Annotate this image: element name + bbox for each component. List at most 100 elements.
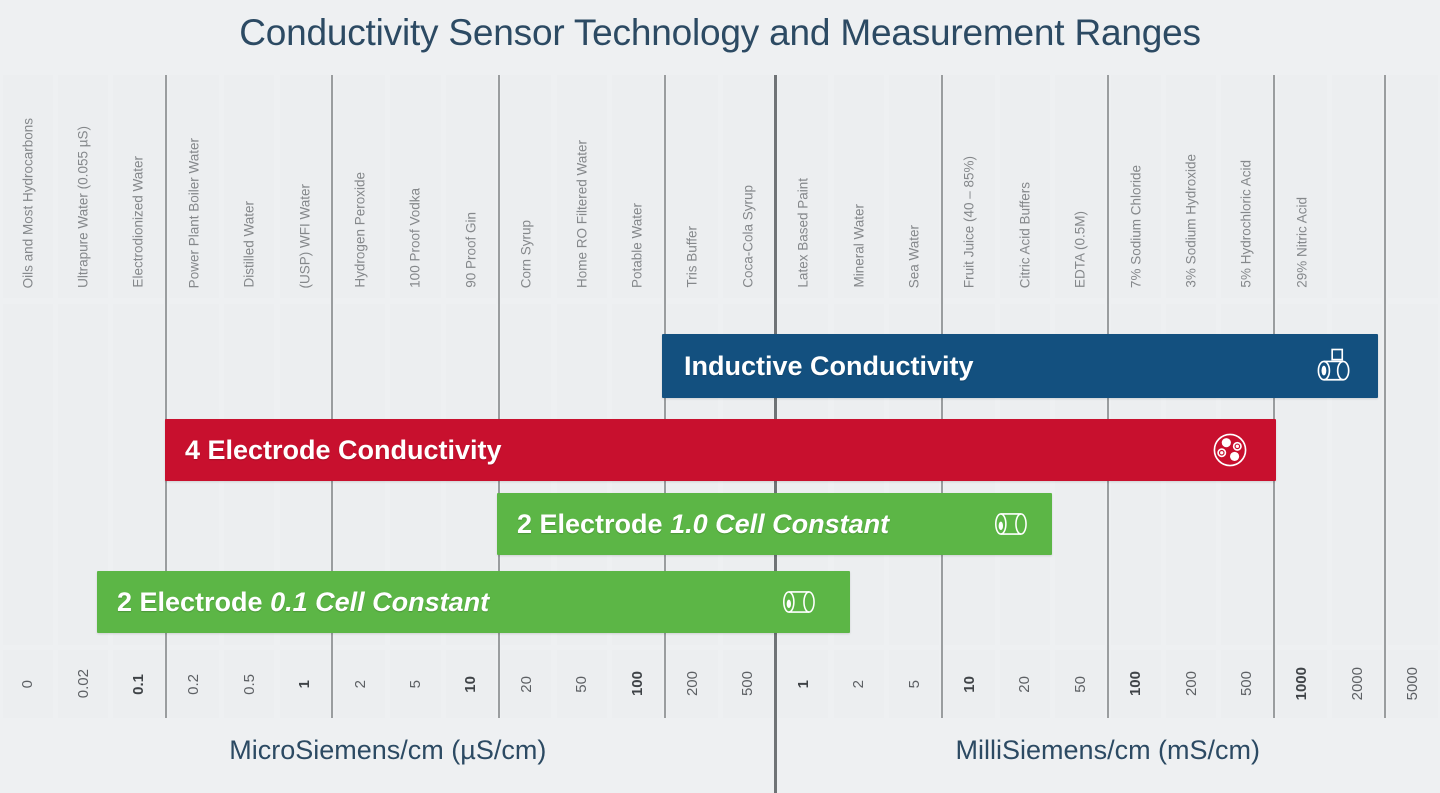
axis-tick-cell: 5000 xyxy=(1387,650,1438,718)
axis-tick: 1000 xyxy=(1277,650,1327,718)
axis-tick-cell: 0.1 xyxy=(113,650,164,718)
range-bar-inductive-conductivity[interactable]: Inductive Conductivity xyxy=(662,334,1378,398)
column-label: Citric Acid Buffers xyxy=(1017,181,1033,288)
axis-tick-cell: 10 xyxy=(445,650,497,718)
axis-tick: 2 xyxy=(834,650,884,718)
range-bar-label-plain: Inductive Conductivity xyxy=(684,350,974,381)
axis-tick: 2 xyxy=(335,650,385,718)
axis-tick-label: 1 xyxy=(296,679,314,689)
column-label: Tris Buffer xyxy=(684,226,700,288)
axis-tick-label: 0 xyxy=(19,679,37,689)
column-body-cell xyxy=(2,304,53,645)
four-electrode-sensor-icon xyxy=(1213,433,1247,467)
axis-tick-label: 10 xyxy=(462,675,480,693)
axis-tick: 200 xyxy=(667,650,717,718)
axis-tick-label: 50 xyxy=(573,675,591,693)
axis-tick-cell: 20 xyxy=(501,650,552,718)
axis-tick: 1 xyxy=(280,650,330,718)
axis-tick-cell: 100 xyxy=(611,650,663,718)
axis-tick: 20 xyxy=(1000,650,1050,718)
axis-tick: 0 xyxy=(3,650,53,718)
unit-caption-millisiemens: MilliSiemens/cm (mS/cm) xyxy=(955,735,1261,765)
axis-tick-label: 5000 xyxy=(1404,667,1422,701)
axis-tick: 10 xyxy=(944,650,994,718)
column-header-cell: Mineral Water xyxy=(833,75,884,298)
axis-tick-cell: 1000 xyxy=(1276,650,1328,718)
axis-tick-cell: 2000 xyxy=(1332,650,1383,718)
column-header-cell: Potable Water xyxy=(611,75,663,298)
column-header-cell xyxy=(1332,75,1383,298)
range-bar-4-electrode-conductivity[interactable]: 4 Electrode Conductivity xyxy=(165,419,1276,481)
two-electrode-sensor-icon xyxy=(783,591,815,613)
axis-tick-label: 50 xyxy=(1071,675,1089,693)
range-bar-label: 4 Electrode Conductivity xyxy=(185,435,502,466)
axis-tick-label: 0.2 xyxy=(185,673,203,695)
column-header-cell: EDTA (0.5M) xyxy=(1055,75,1106,298)
axis-tick-cell: 1 xyxy=(279,650,330,718)
column-label: 100 Proof Vodka xyxy=(407,188,423,288)
range-bar-label: Inductive Conductivity xyxy=(684,351,974,382)
axis-tick-label: 2 xyxy=(850,679,868,689)
column-label: Home RO Filtered Water xyxy=(574,139,590,288)
axis-tick: 50 xyxy=(557,650,607,718)
column-header-cell: Latex Based Paint xyxy=(778,75,829,298)
unit-caption-microsiemens: MicroSiemens/cm (µS/cm) xyxy=(229,735,547,765)
axis-tick-cell: 5 xyxy=(888,650,940,718)
column-label: (USP) WFI Water xyxy=(297,183,313,289)
axis-tick: 5000 xyxy=(1388,650,1438,718)
axis-tick-label: 5 xyxy=(406,679,424,689)
axis-tick-cell: 0.5 xyxy=(224,650,275,718)
column-header-cell: 5% Hydrochloric Acid xyxy=(1221,75,1272,298)
column-label: 29% Nitric Acid xyxy=(1294,197,1310,288)
range-bar-2-electrode-0-1-cell-constant[interactable]: 2 Electrode 0.1 Cell Constant xyxy=(97,571,850,633)
column-label: Power Plant Boiler Water xyxy=(186,137,202,288)
column-header-cell: Distilled Water xyxy=(224,75,275,298)
range-bar-2-electrode-1-0-cell-constant[interactable]: 2 Electrode 1.0 Cell Constant xyxy=(497,493,1052,555)
axis-tick-label: 5 xyxy=(905,679,923,689)
axis-tick: 2000 xyxy=(1332,650,1382,718)
axis-tick-cell: 500 xyxy=(1221,650,1272,718)
axis-tick: 0.02 xyxy=(58,650,108,718)
column-header-cell: 3% Sodium Hydroxide xyxy=(1165,75,1217,298)
axis-tick-cell: 2 xyxy=(833,650,884,718)
column-header-cell: Home RO Filtered Water xyxy=(556,75,607,298)
column-header-cell: 100 Proof Vodka xyxy=(390,75,441,298)
axis-tick-label: 500 xyxy=(739,671,757,697)
axis-tick-label: 100 xyxy=(1127,671,1145,697)
axis-tick: 500 xyxy=(723,650,773,718)
column-label: Distilled Water xyxy=(241,201,257,288)
toroidal-sensor-icon xyxy=(1317,348,1350,381)
axis-tick-cell: 20 xyxy=(999,650,1051,718)
axis-tick: 50 xyxy=(1055,650,1105,718)
column-header-cell: Coca-Cola Syrup xyxy=(722,75,774,298)
range-bar-label: 2 Electrode 1.0 Cell Constant xyxy=(517,509,889,540)
axis-tick-label: 2 xyxy=(351,679,369,689)
column-label: EDTA (0.5M) xyxy=(1072,210,1088,288)
column-header-cell: Tris Buffer xyxy=(667,75,718,298)
column-header-cell: Electrodionized Water xyxy=(113,75,164,298)
column-label: 3% Sodium Hydroxide xyxy=(1183,154,1199,288)
axis-tick-cell: 10 xyxy=(944,650,995,718)
column-label: 90 Proof Gin xyxy=(463,212,479,288)
decade-separator-line xyxy=(497,75,500,718)
page-title: Conductivity Sensor Technology and Measu… xyxy=(239,12,1201,53)
axis-tick: 0.5 xyxy=(224,650,274,718)
column-header-cell: Hydrogen Peroxide xyxy=(334,75,386,298)
column-label: Latex Based Paint xyxy=(795,178,811,288)
column-label: 5% Hydrochloric Acid xyxy=(1238,160,1254,288)
column-label: Electrodionized Water xyxy=(130,156,146,288)
axis-tick: 5 xyxy=(390,650,440,718)
axis-tick-cell: 1 xyxy=(778,650,829,718)
range-bar-label-italic: 0.1 Cell Constant xyxy=(270,586,490,617)
range-bar-sensor-icon xyxy=(1312,344,1356,388)
decade-separator-line xyxy=(165,75,168,718)
axis-tick-label: 20 xyxy=(517,675,535,693)
axis-tick-label: 100 xyxy=(628,671,646,697)
axis-tick-label: 10 xyxy=(960,675,978,693)
axis-tick-cell: 200 xyxy=(667,650,718,718)
column-label: Sea Water xyxy=(906,224,922,288)
axis-tick-cell: 2 xyxy=(334,650,386,718)
axis-tick-label: 2000 xyxy=(1348,667,1366,701)
column-header-cell: 29% Nitric Acid xyxy=(1276,75,1328,298)
axis-tick-cell: 5 xyxy=(390,650,441,718)
